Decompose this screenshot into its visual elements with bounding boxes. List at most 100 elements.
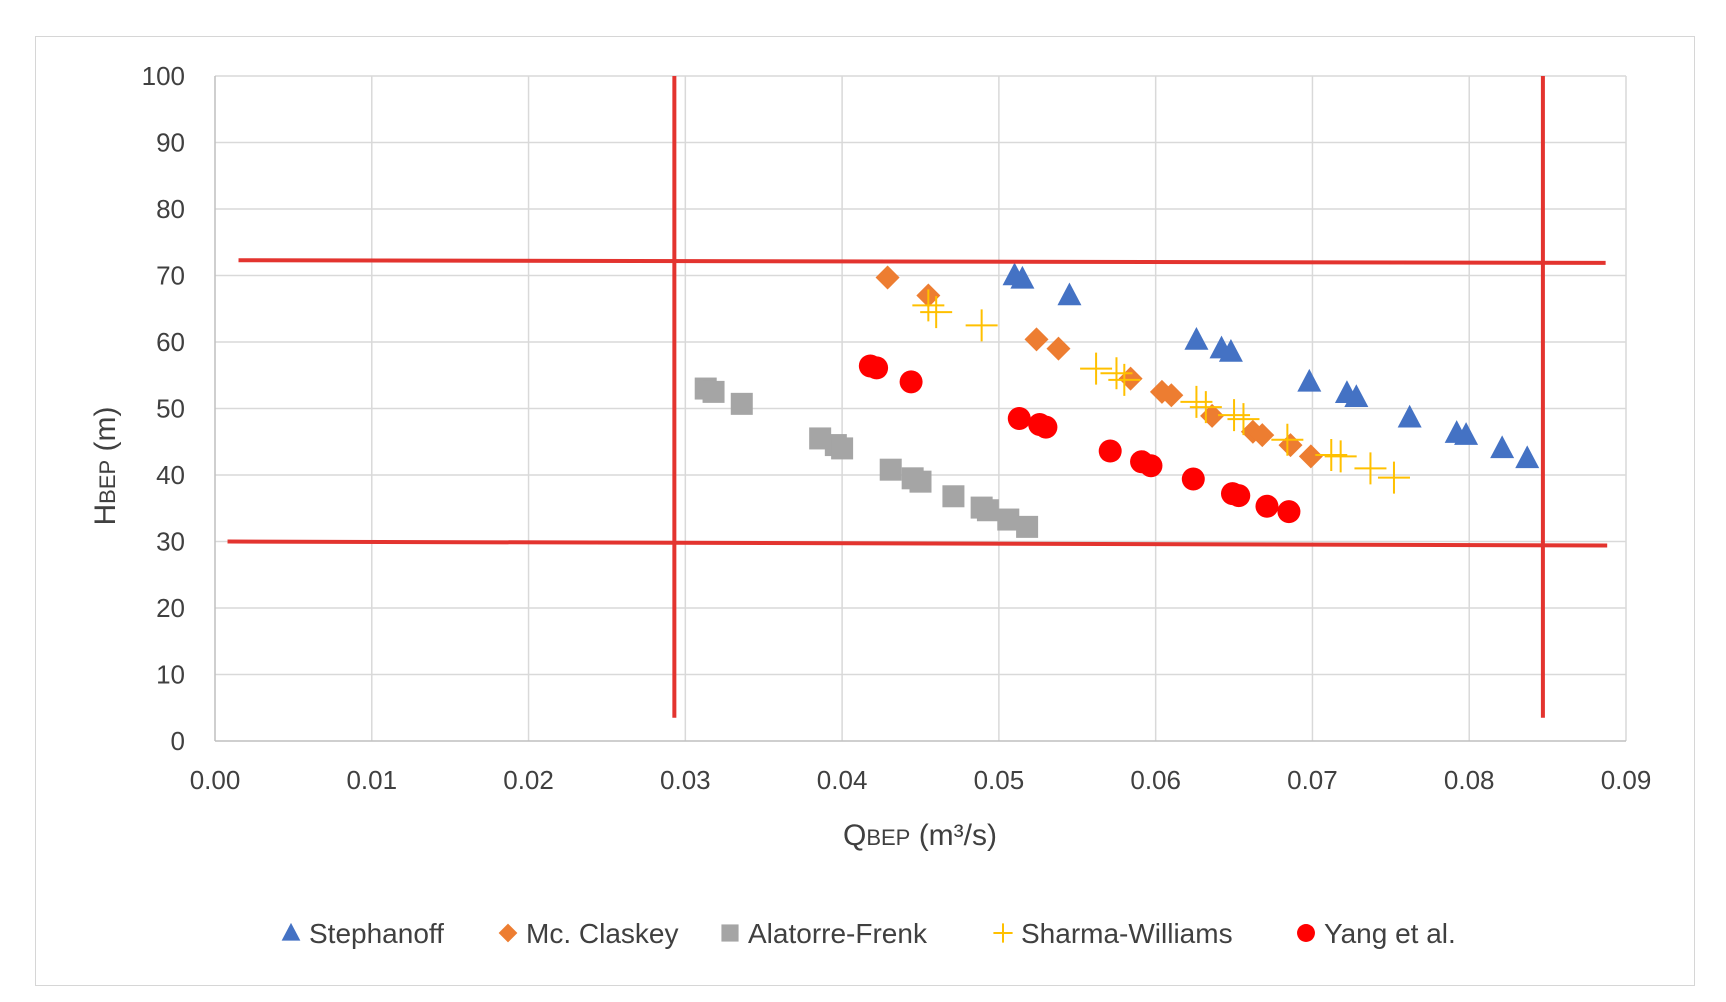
data-point-alatorre-frenk (997, 508, 1020, 531)
data-point-stephanoff (1454, 422, 1479, 445)
data-point-alatorre-frenk (942, 485, 965, 508)
data-point-mc-claskey (875, 265, 900, 290)
legend-item-sharma-williams: Sharma-Williams (993, 918, 1233, 949)
x-tick-label: 0.01 (346, 765, 397, 795)
y-tick-label: 10 (156, 660, 185, 690)
data-point-yang-et-al (1007, 406, 1031, 430)
data-point-stephanoff (1515, 445, 1540, 469)
y-axis-title: HBEP (m) (89, 406, 122, 525)
data-point-alatorre-frenk (831, 437, 854, 460)
data-point-alatorre-frenk (909, 470, 932, 493)
data-point-stephanoff (1297, 368, 1322, 392)
data-point-yang-et-al (1255, 494, 1279, 518)
y-tick-label: 20 (156, 593, 185, 623)
x-tick-label: 0.03 (660, 765, 711, 795)
y-tick-label: 40 (156, 460, 185, 490)
data-point-sharma-williams (1189, 391, 1222, 424)
overlay-lines (227, 76, 1608, 718)
data-markers (694, 262, 1540, 538)
data-point-sharma-williams (1108, 363, 1141, 396)
data-point-stephanoff (1218, 338, 1243, 362)
legend-item-yang-et-al: Yang et al. (1297, 918, 1456, 949)
data-point-mc-claskey (1278, 433, 1303, 458)
data-point-mc-claskey (1118, 366, 1143, 391)
legend-label: Sharma-Williams (1021, 918, 1233, 949)
data-point-alatorre-frenk (702, 380, 725, 403)
data-point-sharma-williams (965, 309, 998, 342)
data-point-mc-claskey (1298, 444, 1323, 469)
data-point-sharma-williams (1271, 423, 1304, 456)
legend-marker-yang-et-al (1297, 924, 1315, 942)
legend-item-stephanoff: Stephanoff (281, 918, 444, 949)
y-tick-label: 90 (156, 128, 185, 158)
y-tick-label: 30 (156, 527, 185, 557)
legend-marker-stephanoff (281, 922, 301, 941)
y-tick-label: 50 (156, 394, 185, 424)
y-tick-label: 70 (156, 261, 185, 291)
data-point-sharma-williams (1227, 403, 1260, 436)
data-point-yang-et-al (1034, 415, 1058, 439)
x-tick-label: 0.02 (503, 765, 554, 795)
x-axis-title: QBEP (m³/s) (843, 819, 997, 852)
x-tick-label: 0.05 (974, 765, 1025, 795)
legend-label: Yang et al. (1324, 918, 1456, 949)
axes (214, 76, 1626, 742)
data-point-mc-claskey (1024, 327, 1049, 352)
x-tick-label: 0.07 (1287, 765, 1338, 795)
data-point-alatorre-frenk (1016, 515, 1039, 538)
overlay-line (238, 258, 1606, 265)
data-point-mc-claskey (1046, 336, 1071, 361)
data-point-mc-claskey (1159, 383, 1184, 408)
data-point-stephanoff (1490, 435, 1515, 459)
legend-item-alatorre-frenk: Alatorre-Frenk (721, 918, 928, 949)
data-point-stephanoff (1010, 265, 1035, 289)
data-point-yang-et-al (1139, 454, 1163, 478)
data-point-sharma-williams (1324, 440, 1357, 473)
x-tick-label: 0.08 (1444, 765, 1495, 795)
data-point-stephanoff (1057, 282, 1082, 306)
data-point-sharma-williams (1080, 352, 1113, 385)
grid-lines (215, 75, 1627, 741)
y-tick-label: 100 (142, 61, 185, 91)
legend-marker-sharma-williams (993, 923, 1013, 943)
legend-label: Alatorre-Frenk (748, 918, 928, 949)
data-point-sharma-williams (1377, 461, 1410, 494)
data-point-stephanoff (1397, 404, 1422, 428)
data-point-sharma-williams (1180, 385, 1213, 418)
legend-marker-mc-claskey (498, 923, 518, 943)
y-tick-label: 80 (156, 194, 185, 224)
data-point-yang-et-al (1227, 484, 1251, 508)
data-point-stephanoff (1344, 384, 1369, 407)
x-tick-label: 0.09 (1601, 765, 1652, 795)
data-point-sharma-williams (1100, 357, 1133, 390)
data-point-yang-et-al (1277, 500, 1301, 524)
data-point-sharma-williams (1315, 439, 1348, 472)
tick-labels: 0 10 20 30 40 50 60 70 80 90 100 0.00 0.01 0.02 0.03 0.… (142, 61, 1652, 795)
data-point-yang-et-al (1181, 467, 1205, 491)
data-point-yang-et-al (865, 356, 889, 380)
data-point-sharma-williams (1354, 452, 1387, 485)
chart-frame (35, 36, 1695, 986)
legend: Stephanoff Mc. Claskey Alatorre-Frenk Sharm… (281, 918, 1456, 949)
y-tick-label: 0 (171, 726, 185, 756)
data-point-sharma-williams (1218, 399, 1251, 432)
legend-item-mc-claskey: Mc. Claskey (498, 918, 678, 949)
data-point-yang-et-al (1098, 439, 1122, 463)
data-point-stephanoff (1184, 327, 1209, 350)
legend-label: Stephanoff (309, 918, 444, 949)
x-tick-label: 0.00 (190, 765, 241, 795)
data-point-mc-claskey (1250, 423, 1275, 448)
data-point-sharma-williams (912, 289, 945, 322)
legend-marker-alatorre-frenk (721, 924, 739, 942)
y-tick-label: 60 (156, 327, 185, 357)
data-point-yang-et-al (899, 370, 923, 394)
x-tick-label: 0.06 (1130, 765, 1181, 795)
legend-label: Mc. Claskey (526, 918, 678, 949)
data-point-alatorre-frenk (730, 392, 753, 415)
data-point-alatorre-frenk (976, 499, 999, 522)
data-point-sharma-williams (920, 296, 953, 329)
overlay-line (227, 539, 1608, 548)
x-tick-label: 0.04 (817, 765, 868, 795)
data-point-alatorre-frenk (879, 458, 902, 481)
